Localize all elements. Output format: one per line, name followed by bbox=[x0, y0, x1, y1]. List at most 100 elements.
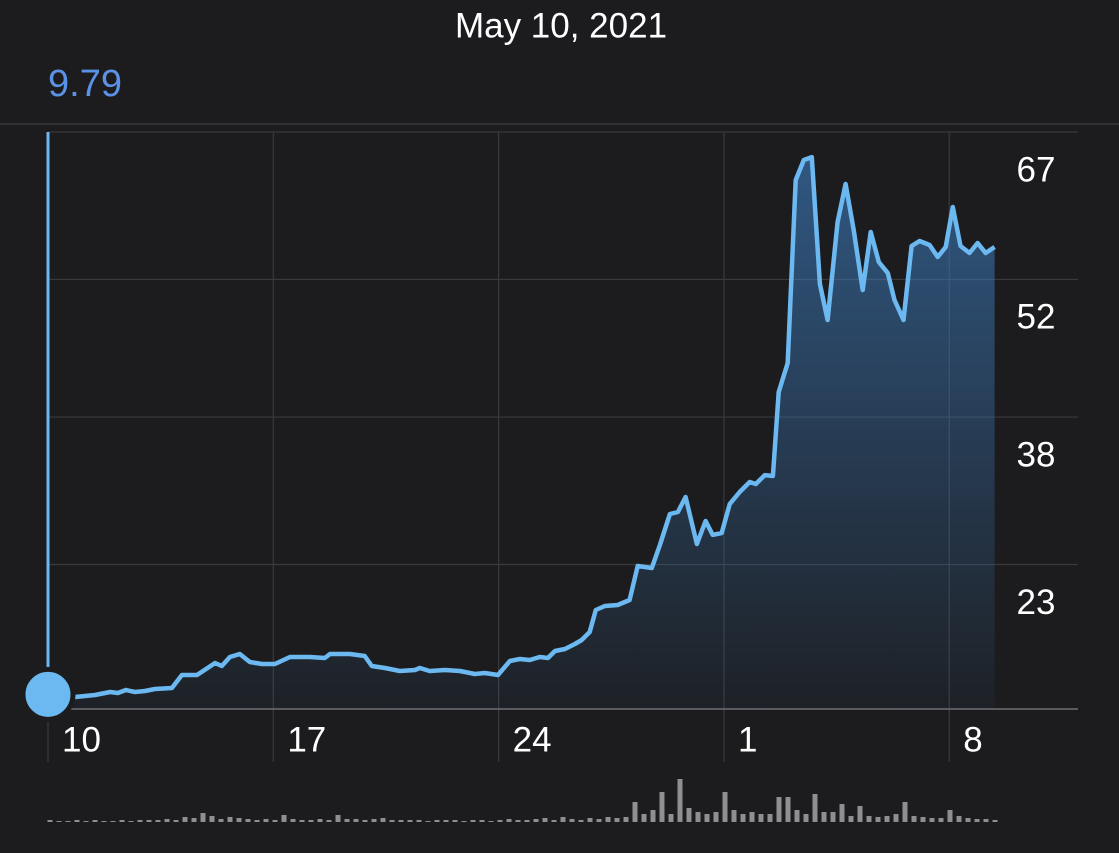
volume-bar bbox=[659, 792, 665, 822]
volume-bar bbox=[317, 819, 323, 822]
volume-bar bbox=[74, 820, 80, 822]
volume-bar bbox=[785, 797, 791, 822]
x-tick-label: 1 bbox=[738, 720, 757, 759]
volume-bar bbox=[335, 815, 341, 822]
volume-bar bbox=[596, 819, 602, 822]
volume-bar bbox=[353, 819, 359, 822]
volume-bar bbox=[605, 817, 611, 822]
volume-bar bbox=[398, 820, 404, 822]
volume-bar bbox=[911, 816, 917, 822]
volume-bar bbox=[92, 820, 98, 822]
volume-bar bbox=[200, 813, 206, 822]
volume-bar bbox=[218, 819, 224, 822]
volume-bar bbox=[866, 816, 872, 822]
volume-bar bbox=[965, 818, 971, 822]
volume-bar bbox=[956, 816, 962, 822]
volume-bar bbox=[569, 819, 575, 822]
volume-bar bbox=[992, 820, 998, 822]
volume-bar bbox=[110, 821, 116, 822]
volume-bar bbox=[308, 820, 314, 822]
volume-bar bbox=[803, 814, 809, 822]
volume-bar bbox=[587, 818, 593, 822]
volume-bar bbox=[425, 821, 431, 822]
volume-bar bbox=[578, 820, 584, 822]
volume-bar bbox=[254, 820, 260, 822]
price-area bbox=[48, 157, 995, 710]
volume-bar bbox=[848, 816, 854, 822]
volume-bar bbox=[128, 821, 134, 822]
y-tick-label: 52 bbox=[1017, 298, 1056, 337]
volume-bar bbox=[767, 814, 773, 822]
volume-bar bbox=[506, 819, 512, 822]
volume-bar bbox=[794, 810, 800, 822]
volume-bar bbox=[632, 802, 638, 822]
volume-bar bbox=[452, 820, 458, 822]
volume-bar bbox=[902, 802, 908, 822]
volume-bar bbox=[650, 810, 656, 822]
volume-bar bbox=[443, 820, 449, 822]
volume-bar bbox=[857, 806, 863, 822]
volume-bar bbox=[677, 779, 683, 822]
x-tick-label: 17 bbox=[287, 720, 326, 759]
volume-bar bbox=[875, 817, 881, 822]
volume-bar bbox=[560, 817, 566, 822]
volume-bar bbox=[614, 818, 620, 822]
volume-bar bbox=[209, 816, 215, 822]
volume-bar bbox=[686, 808, 692, 822]
volume-bar bbox=[119, 820, 125, 822]
volume-bar bbox=[893, 814, 899, 822]
volume-bar bbox=[839, 804, 845, 822]
selected-date: May 10, 2021 bbox=[455, 6, 667, 45]
volume-bar bbox=[974, 819, 980, 822]
volume-bar bbox=[137, 820, 143, 822]
volume-bar bbox=[641, 814, 647, 822]
volume-bar bbox=[515, 820, 521, 822]
selected-price: 9.79 bbox=[48, 63, 122, 105]
volume-bar bbox=[488, 821, 494, 822]
volume-bar bbox=[695, 812, 701, 822]
volume-bar bbox=[101, 821, 107, 822]
volume-bar bbox=[623, 817, 629, 822]
volume-bar bbox=[929, 818, 935, 822]
volume-bar bbox=[920, 817, 926, 822]
price-line bbox=[47, 154, 996, 700]
volume-bar bbox=[713, 812, 719, 822]
volume-bar bbox=[551, 820, 557, 822]
volume-bar bbox=[380, 818, 386, 822]
volume-bar bbox=[758, 814, 764, 822]
volume-bar bbox=[668, 814, 674, 822]
volume-bar bbox=[938, 818, 944, 822]
volume-bar bbox=[821, 812, 827, 822]
volume-bar bbox=[983, 819, 989, 822]
volume-bar bbox=[173, 820, 179, 822]
volume-bar bbox=[191, 818, 197, 822]
volume-bar bbox=[236, 818, 242, 822]
volume-bar bbox=[434, 820, 440, 822]
y-tick-label: 23 bbox=[1017, 583, 1056, 622]
volume-bar bbox=[479, 820, 485, 822]
volume-bar bbox=[704, 814, 710, 822]
x-tick-label: 24 bbox=[513, 720, 552, 759]
volume-bar bbox=[83, 821, 89, 822]
volume-bar bbox=[155, 820, 161, 822]
volume-bar bbox=[830, 812, 836, 822]
x-tick-label: 10 bbox=[62, 720, 101, 759]
volume-bar bbox=[776, 797, 782, 822]
volume-bar bbox=[812, 794, 818, 822]
volume-bar bbox=[470, 820, 476, 822]
volume-bar bbox=[164, 819, 170, 822]
y-tick-label: 67 bbox=[1017, 150, 1056, 189]
volume-bar bbox=[884, 816, 890, 822]
volume-bar bbox=[461, 821, 467, 822]
cursor-dot bbox=[20, 666, 76, 722]
volume-bar bbox=[65, 821, 71, 822]
volume-bar bbox=[731, 810, 737, 822]
volume-bar bbox=[263, 819, 269, 822]
volume-bar bbox=[344, 819, 350, 822]
volume-bar bbox=[362, 820, 368, 822]
volume-bar bbox=[299, 820, 305, 822]
volume-bar bbox=[533, 819, 539, 822]
volume-bar bbox=[524, 820, 530, 822]
